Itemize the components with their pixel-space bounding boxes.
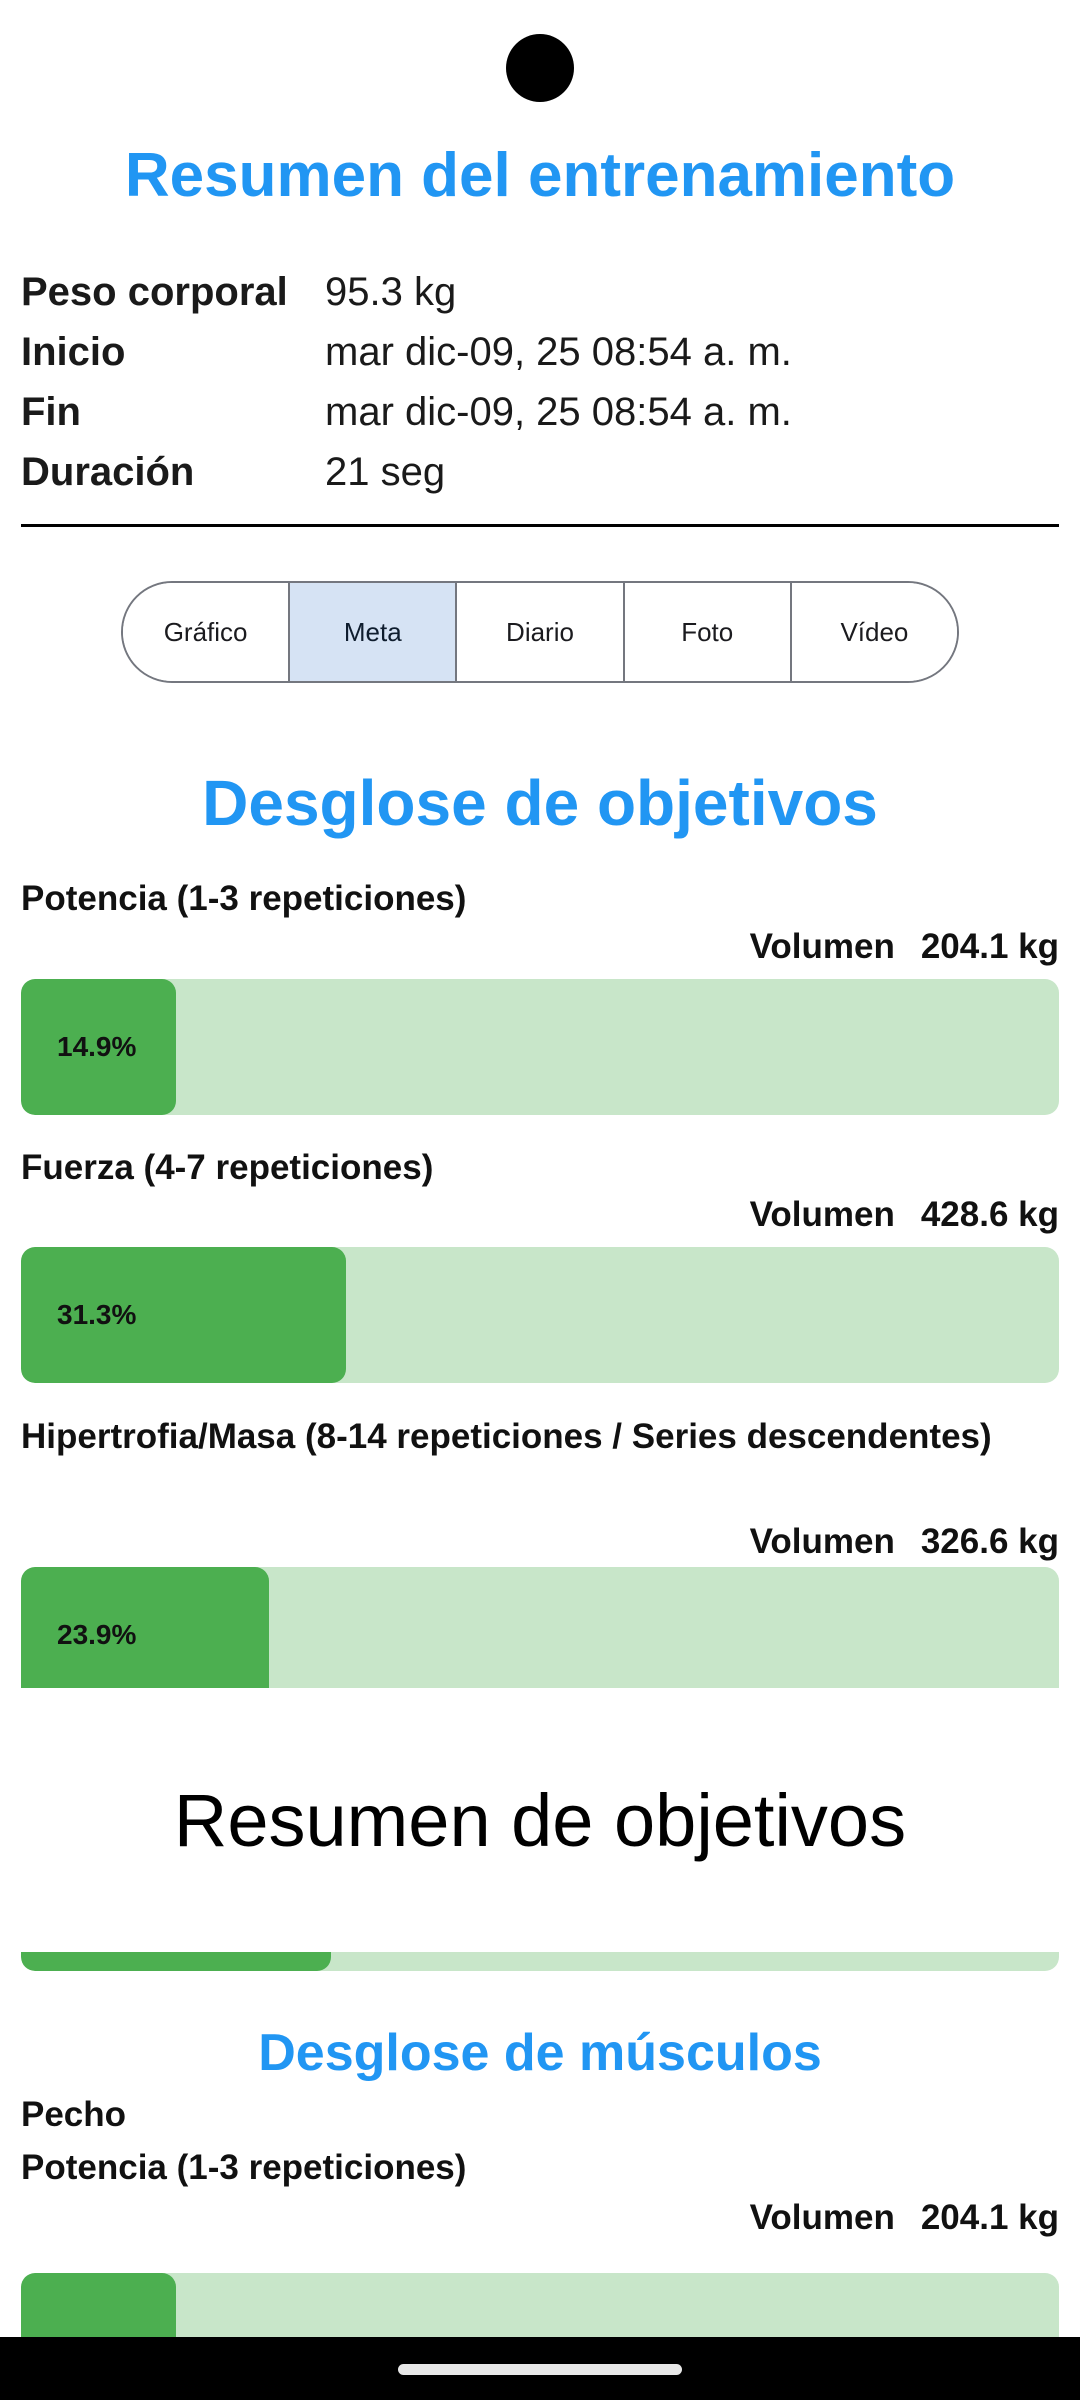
info-row-duration: Duración 21 seg <box>21 442 1061 502</box>
volume-value: 326.6 kg <box>920 1522 1059 1561</box>
info-row-body-weight: Peso corporal 95.3 kg <box>21 262 1061 322</box>
info-value: 95.3 kg <box>325 269 457 314</box>
goal-progress-bar: 31.3% <box>21 1247 1059 1383</box>
info-label: Inicio <box>21 329 126 374</box>
progress-percent: 31.3% <box>57 1299 137 1330</box>
muscle-goal-label: Potencia (1-3 repeticiones) <box>21 2148 467 2187</box>
goals-summary-overlay: Resumen de objetivos <box>0 1688 1080 1952</box>
info-value: 21 seg <box>325 449 446 494</box>
info-row-end: Fin mar dic-09, 25 08:54 a. m. <box>21 382 1061 442</box>
tab-diario[interactable]: Diario <box>455 583 623 681</box>
info-value: mar dic-09, 25 08:54 a. m. <box>325 389 792 434</box>
info-label: Duración <box>21 449 195 494</box>
goals-section-title: Desglose de objetivos <box>202 767 878 839</box>
goal-label: Hipertrofia/Masa (8-14 repeticiones / Se… <box>21 1417 992 1456</box>
system-nav-bar <box>0 2337 1080 2400</box>
progress-fill <box>21 979 176 1115</box>
info-value: mar dic-09, 25 08:54 a. m. <box>325 329 792 374</box>
goal-progress-bar: 14.9% <box>21 979 1059 1115</box>
volume-value: 204.1 kg <box>920 2198 1059 2237</box>
progress-percent: 23.9% <box>57 1619 137 1650</box>
divider <box>21 524 1059 527</box>
info-row-start: Inicio mar dic-09, 25 08:54 a. m. <box>21 322 1061 382</box>
goal-volume: Volumen 428.6 kg <box>750 1190 1059 1240</box>
tab-grafico[interactable]: Gráfico <box>123 583 289 681</box>
volume-label: Volumen <box>749 1195 895 1234</box>
goal-volume: Volumen 204.1 kg <box>750 922 1059 972</box>
home-indicator[interactable] <box>398 2364 682 2375</box>
info-label: Fin <box>21 389 81 434</box>
volume-value: 204.1 kg <box>920 927 1059 966</box>
camera-cutout <box>506 34 574 102</box>
goal-progress-bar: 23.9% <box>21 1567 1059 1703</box>
tab-foto[interactable]: Foto <box>622 583 790 681</box>
muscles-section-title: Desglose de músculos <box>258 2024 822 2082</box>
tab-meta[interactable]: Meta <box>288 583 456 681</box>
goal-label: Potencia (1-3 repeticiones) <box>21 879 467 918</box>
info-label: Peso corporal <box>21 269 288 314</box>
progress-fill <box>21 1247 346 1383</box>
goal-volume: Volumen 326.6 kg <box>750 1517 1059 1567</box>
volume-label: Volumen <box>749 1522 895 1561</box>
volume-value: 428.6 kg <box>920 1195 1059 1234</box>
progress-fill <box>21 1567 270 1703</box>
page-title: Resumen del entrenamiento <box>124 141 956 210</box>
view-tabs: Gráfico Meta Diario Foto Vídeo <box>121 581 959 683</box>
workout-info: Peso corporal 95.3 kg Inicio mar dic-09,… <box>21 262 1061 502</box>
goals-summary-title: Resumen de objetivos <box>173 1779 907 1862</box>
goal-label: Fuerza (4-7 repeticiones) <box>21 1148 434 1187</box>
muscle-name: Pecho <box>21 2095 127 2134</box>
progress-percent: 14.9% <box>57 1031 137 1062</box>
muscle-volume: Volumen 204.1 kg <box>750 2193 1059 2243</box>
tab-video[interactable]: Vídeo <box>789 583 957 681</box>
volume-label: Volumen <box>749 2198 895 2237</box>
volume-label: Volumen <box>749 927 895 966</box>
